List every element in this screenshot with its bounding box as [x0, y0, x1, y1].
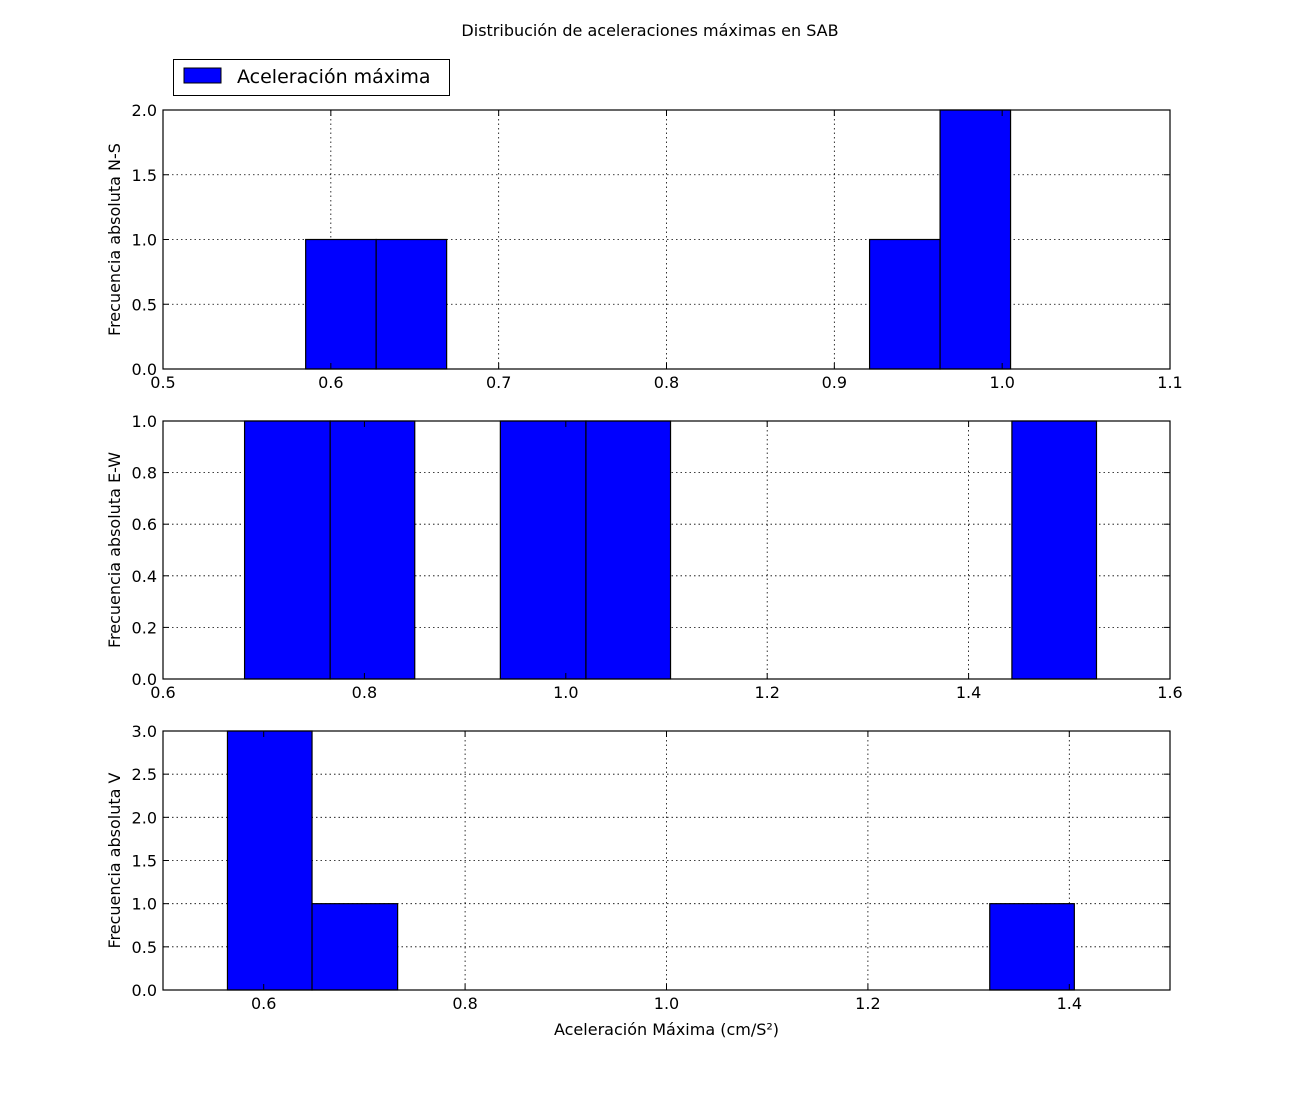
x-tick-label: 0.7: [486, 373, 511, 392]
y-tick-label: 3.0: [132, 722, 157, 741]
y-tick-label: 1.5: [132, 166, 157, 185]
x-tick-label: 1.0: [553, 683, 578, 702]
x-tick-label: 1.6: [1157, 683, 1182, 702]
panel-ns: 0.5 0.6 0.7 0.8 0.9 1.0 1.10.00.51.01.52.0Frec…: [105, 101, 1183, 392]
histogram-bar-ew: [499, 420, 587, 680]
histogram-bar-ns: [305, 238, 377, 370]
y-tick-label: 1.5: [132, 852, 157, 871]
x-tick-label: 0.5: [150, 373, 175, 392]
x-tick-label: 0.6: [150, 683, 175, 702]
histogram-bar-ns: [375, 238, 448, 370]
histogram-bar-ew: [1011, 420, 1098, 680]
legend-swatch: [183, 67, 222, 84]
y-tick-label: 0.5: [132, 295, 157, 314]
histogram-bar-v: [311, 903, 399, 991]
x-tick-label: 0.8: [352, 683, 377, 702]
y-tick-label: 0.0: [132, 670, 157, 689]
x-tick-label: 0.8: [654, 373, 679, 392]
y-tick-label: 1.0: [132, 895, 157, 914]
y-tick-label: 0.4: [132, 567, 157, 586]
y-tick-label: 1.0: [132, 412, 157, 431]
x-tick-label: 0.8: [452, 994, 477, 1013]
x-tick-label: 0.9: [822, 373, 847, 392]
y-tick-label: 2.0: [132, 808, 157, 827]
legend: Aceleración máxima: [173, 59, 450, 96]
y-tick-label: 0.0: [132, 981, 157, 1000]
y-tick-label: 1.0: [132, 231, 157, 250]
panel-v: 0.6 0.8 1.0 1.2 1.4 0.0 0.5 1.0 1.5 2.0 2.5 3.0 Frec…: [105, 722, 1171, 1039]
histogram-bar-v: [226, 730, 313, 991]
y-tick-label: 2.5: [132, 765, 157, 784]
y-tick-label: 0.8: [132, 464, 157, 483]
x-tick-label: 1.0: [989, 373, 1014, 392]
y-tick-label: 2.0: [132, 101, 157, 120]
histogram-bar-ew: [585, 420, 672, 680]
y-axis-title-v: Frecuencia absoluta V: [105, 772, 124, 948]
histogram-bar-ns: [939, 109, 1012, 370]
plot-frame-ew: [162, 420, 1171, 680]
legend-label: Aceleración máxima: [237, 66, 430, 88]
x-tick-label: 1.4: [956, 683, 981, 702]
histogram-bar-ew: [243, 420, 331, 680]
panel-ew: 0.6 0.8 1.0 1.2 1.4 1.6 0.0 0.2 0.4 0.6 0.8 1.0 Frec…: [105, 412, 1183, 702]
x-tick-label: 1.1: [1157, 373, 1182, 392]
x-tick-label: 0.6: [251, 994, 276, 1013]
y-tick-label: 0.5: [132, 938, 157, 957]
x-axis-title: Aceleración Máxima (cm/S²): [554, 1020, 779, 1039]
y-axis-title-ew: Frecuencia absoluta E-W: [105, 452, 124, 648]
y-tick-label: 0.6: [132, 515, 157, 534]
histogram-bar-ew: [329, 420, 416, 680]
x-tick-label: 1.2: [855, 994, 880, 1013]
x-tick-label: 1.2: [754, 683, 779, 702]
x-tick-label: 0.6: [318, 373, 343, 392]
y-axis-title-ns: Frecuencia absoluta N-S: [105, 143, 124, 336]
y-tick-label: 0.0: [132, 360, 157, 379]
x-tick-label: 1.0: [654, 994, 679, 1013]
figure-title: Distribución de aceleraciones máximas en…: [461, 21, 838, 40]
x-tick-label: 1.4: [1057, 994, 1082, 1013]
histogram-bar-v: [989, 903, 1075, 991]
y-tick-label: 0.2: [132, 618, 157, 637]
histogram-bar-ns: [868, 238, 941, 370]
